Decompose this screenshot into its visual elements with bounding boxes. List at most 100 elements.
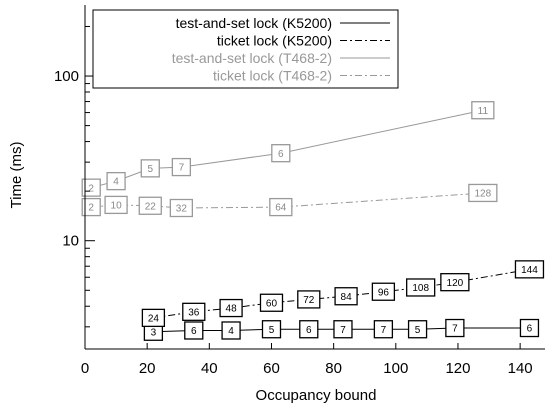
x-tick-label: 140 (508, 360, 533, 377)
data-point-label: 2 (88, 203, 94, 214)
legend-box (92, 9, 399, 89)
x-axis-title: Occupancy bound (256, 387, 377, 404)
data-point-marker (407, 320, 428, 339)
data-point-label: 22 (145, 201, 157, 212)
data-point: 10 (104, 195, 128, 215)
data-point: 22 (138, 196, 162, 215)
data-point: 2 (81, 197, 101, 217)
data-point: 4 (106, 171, 126, 191)
y-tick-label: 100 (54, 68, 79, 85)
data-point-label: 36 (188, 307, 200, 318)
data-point-label: 11 (478, 106, 489, 117)
data-point: 6 (299, 320, 319, 339)
data-point: 96 (371, 282, 396, 301)
x-tick-label: 0 (81, 360, 89, 377)
data-point-marker (184, 321, 204, 340)
data-point-marker (219, 298, 243, 318)
data-point: 84 (334, 287, 358, 306)
data-point: 4 (221, 321, 241, 340)
legend-entry-label: test-and-set lock (T468-2) (172, 50, 332, 66)
data-point-label: 6 (527, 324, 533, 335)
legend-entry-label: ticket lock (K5200) (217, 33, 332, 49)
data-point-label: 24 (148, 313, 160, 324)
data-point: 108 (406, 278, 436, 297)
data-point-label: 6 (191, 326, 197, 337)
data-point-label: 10 (111, 200, 123, 211)
data-point: 7 (171, 157, 192, 177)
data-point: 128 (468, 183, 498, 203)
data-point-label: 7 (381, 325, 387, 336)
data-point: 2 (81, 178, 101, 197)
data-point-marker (81, 178, 101, 197)
data-point-label: 5 (269, 325, 275, 336)
data-point-label: 6 (278, 149, 284, 160)
data-point-label: 64 (275, 203, 287, 214)
data-point-marker (445, 318, 465, 338)
legend: test-and-set lock (K5200) ticket lock (K5… (92, 9, 399, 89)
x-tick-label: 100 (383, 360, 408, 377)
data-point-label: 108 (412, 283, 429, 294)
data-point-marker (182, 302, 206, 321)
data-point-label: 120 (447, 278, 464, 289)
data-point-label: 6 (306, 325, 312, 336)
data-point-marker (138, 196, 162, 215)
data-point: 5 (261, 320, 282, 339)
y-tick-label: 10 (62, 233, 79, 250)
data-point: 5 (407, 320, 428, 339)
legend-entry-label: test-and-set lock (K5200) (176, 15, 332, 31)
data-point-label: 60 (266, 298, 278, 309)
data-point: 7 (373, 320, 394, 339)
data-point: 72 (297, 290, 321, 309)
x-tick-label: 40 (201, 360, 218, 377)
data-point: 7 (333, 320, 353, 339)
data-point-label: 7 (452, 324, 458, 335)
data-point-marker (519, 318, 540, 338)
data-point-marker (514, 260, 545, 279)
y-axis-title: Time (ms) (8, 142, 25, 209)
data-point-marker (371, 282, 396, 301)
data-point-marker (104, 195, 128, 215)
data-point: 24 (141, 308, 166, 328)
data-point-label: 5 (147, 164, 153, 175)
data-point-marker (468, 183, 498, 203)
data-point: 5 (140, 159, 160, 178)
data-point-marker (297, 290, 321, 309)
data-point-marker (169, 198, 194, 218)
data-point-label: 3 (151, 327, 157, 338)
x-tick-label: 80 (325, 360, 342, 377)
data-point: 7 (445, 318, 465, 338)
data-point-marker (140, 159, 160, 178)
data-point-marker (141, 308, 166, 328)
data-point: 64 (269, 197, 293, 217)
data-point-label: 84 (341, 292, 353, 303)
axes: 0 20 40 60 80 100 120 140 10 100 (54, 5, 545, 377)
data-point-label: 32 (176, 204, 188, 215)
data-point-marker (333, 320, 353, 339)
data-point-label: 2 (88, 183, 94, 194)
data-point-marker (106, 171, 126, 191)
data-point-label: 4 (228, 326, 234, 337)
data-point-marker (259, 293, 284, 312)
data-point: 60 (259, 293, 284, 312)
data-point-label: 7 (179, 163, 185, 174)
data-point-label: 96 (378, 287, 390, 298)
x-tick-label: 60 (263, 360, 280, 377)
data-point-marker (261, 320, 282, 339)
data-point: 48 (219, 298, 243, 318)
data-point-marker (221, 321, 241, 340)
data-point: 144 (514, 260, 545, 279)
data-point-marker (269, 197, 293, 217)
data-point: 36 (182, 302, 206, 321)
data-point: 120 (440, 273, 470, 292)
x-tick-label: 20 (139, 360, 156, 377)
data-point: 32 (169, 198, 194, 218)
data-point-label: 5 (415, 325, 421, 336)
data-point-label: 7 (340, 325, 346, 336)
data-point-label: 128 (474, 189, 491, 200)
data-point-marker (334, 287, 358, 306)
data-point-label: 48 (226, 304, 238, 315)
data-point-label: 72 (303, 295, 315, 306)
data-point-marker (171, 157, 192, 177)
